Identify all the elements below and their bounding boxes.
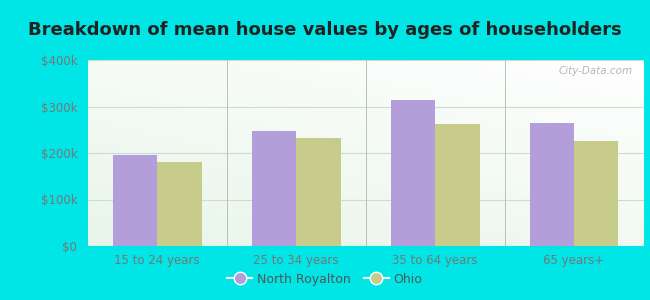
Bar [157,162,202,246]
Legend: North Royalton, Ohio: North Royalton, Ohio [222,268,428,291]
Bar [391,100,435,246]
Bar [252,131,296,246]
Bar [112,155,157,246]
Text: Breakdown of mean house values by ages of householders: Breakdown of mean house values by ages o… [28,21,622,39]
Bar [435,124,480,246]
Bar [574,141,619,246]
Bar [296,138,341,246]
Text: City-Data.com: City-Data.com [558,66,632,76]
Bar [530,123,574,246]
